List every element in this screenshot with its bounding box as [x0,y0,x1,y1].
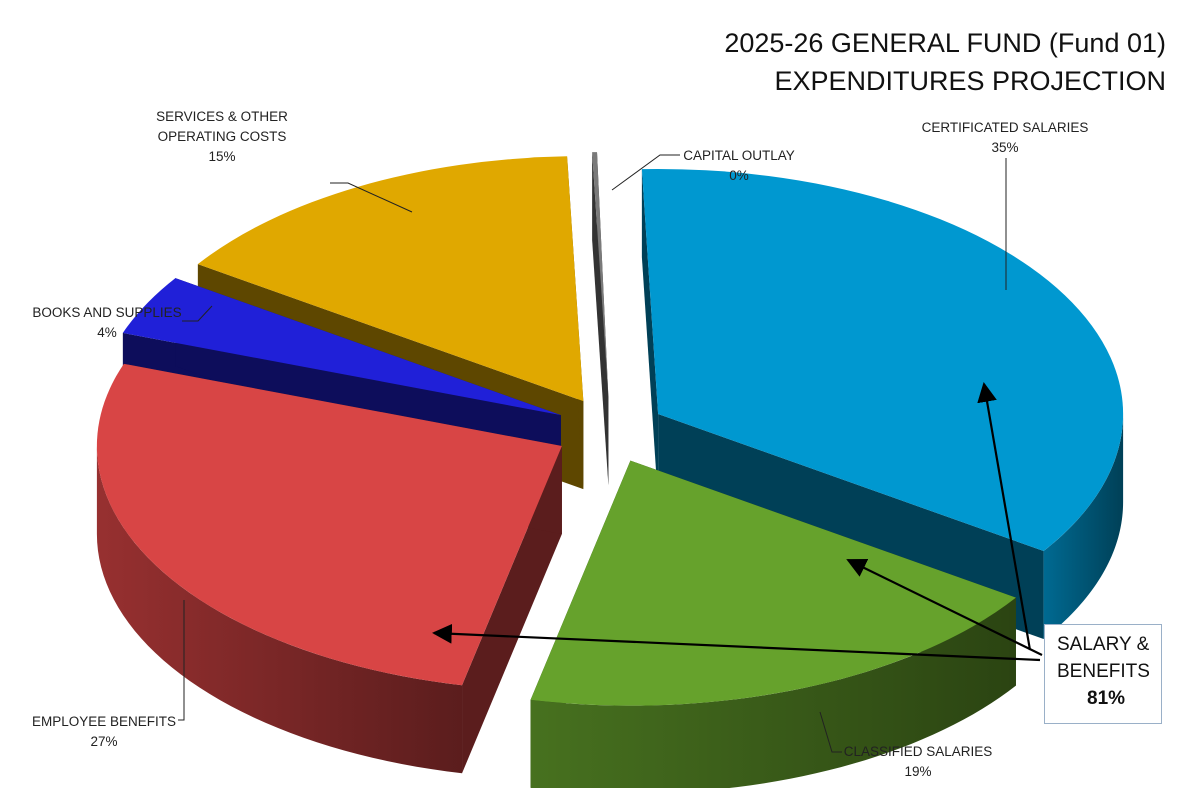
slice-label-benefits-pct: 27% [90,734,118,749]
slice-label-books: BOOKS AND SUPPLIES 4% [26,303,188,343]
pie-slice-capital-top [592,152,609,398]
pie-slice-classified [530,460,1016,788]
slice-label-certificated: CERTIFICATED SALARIES 35% [910,118,1100,158]
slice-label-services: SERVICES & OTHER OPERATING COSTS 15% [116,107,328,167]
callout-value: 81% [1087,688,1126,709]
slice-label-certificated-name: CERTIFICATED SALARIES [921,120,1089,135]
slice-label-capital: CAPITAL OUTLAY 0% [672,146,806,186]
leader-line-services [330,182,413,213]
slice-label-certificated-pct: 35% [991,140,1019,155]
pie-slice-capital-wall-start [592,152,609,486]
slice-label-services-name: SERVICES & OTHER OPERATING COSTS [156,109,288,144]
pie-slice-books-top [122,278,561,416]
slice-label-books-pct: 4% [97,325,117,340]
pie-slice-certificated-wall-start [641,169,659,503]
arrow-to-classified [846,558,1043,656]
slice-label-capital-pct: 0% [729,168,749,183]
pie-slice-classified-top [530,460,1016,706]
chart-title: 2025-26 GENERAL FUND (Fund 01) EXPENDITU… [724,24,1166,100]
leader-line-books [182,305,213,322]
chart-title-line1: 2025-26 GENERAL FUND (Fund 01) [724,28,1166,58]
leader-line-capital [611,154,680,191]
slice-label-benefits-name: EMPLOYEE BENEFITS [31,714,177,729]
slice-label-capital-name: CAPITAL OUTLAY [683,148,795,163]
pie-slice-services-top [197,156,584,402]
pie-slice-benefits-top [96,363,562,686]
callout-line2: BENEFITS [1057,661,1150,682]
slice-label-benefits: EMPLOYEE BENEFITS 27% [26,712,182,752]
slice-label-classified-pct: 19% [904,764,932,779]
arrow-to-benefits [432,623,1041,662]
pie-slice-benefits [96,363,562,774]
slice-label-services-pct: 15% [208,149,236,164]
slice-label-books-name: BOOKS AND SUPPLIES [32,305,182,320]
pie-slice-certificated-outer-wall [1043,414,1124,640]
salary-benefits-callout: SALARY & BENEFITS 81% [1044,624,1162,724]
leader-line-benefits [178,600,185,721]
pie-slice-benefits-outer-wall [96,445,463,774]
arrow-to-certificated [977,382,1032,651]
pie-slice-classified-outer-wall [530,597,1016,788]
pie-slice-certificated-top [641,169,1124,552]
pie-slice-capital [592,152,609,486]
slice-label-classified: CLASSIFIED SALARIES 19% [838,742,998,782]
leader-line-classified [819,711,842,753]
chart-title-line2: EXPENDITURES PROJECTION [774,66,1166,96]
callout-line1: SALARY & [1057,634,1150,655]
slice-label-classified-name: CLASSIFIED SALARIES [843,744,993,759]
